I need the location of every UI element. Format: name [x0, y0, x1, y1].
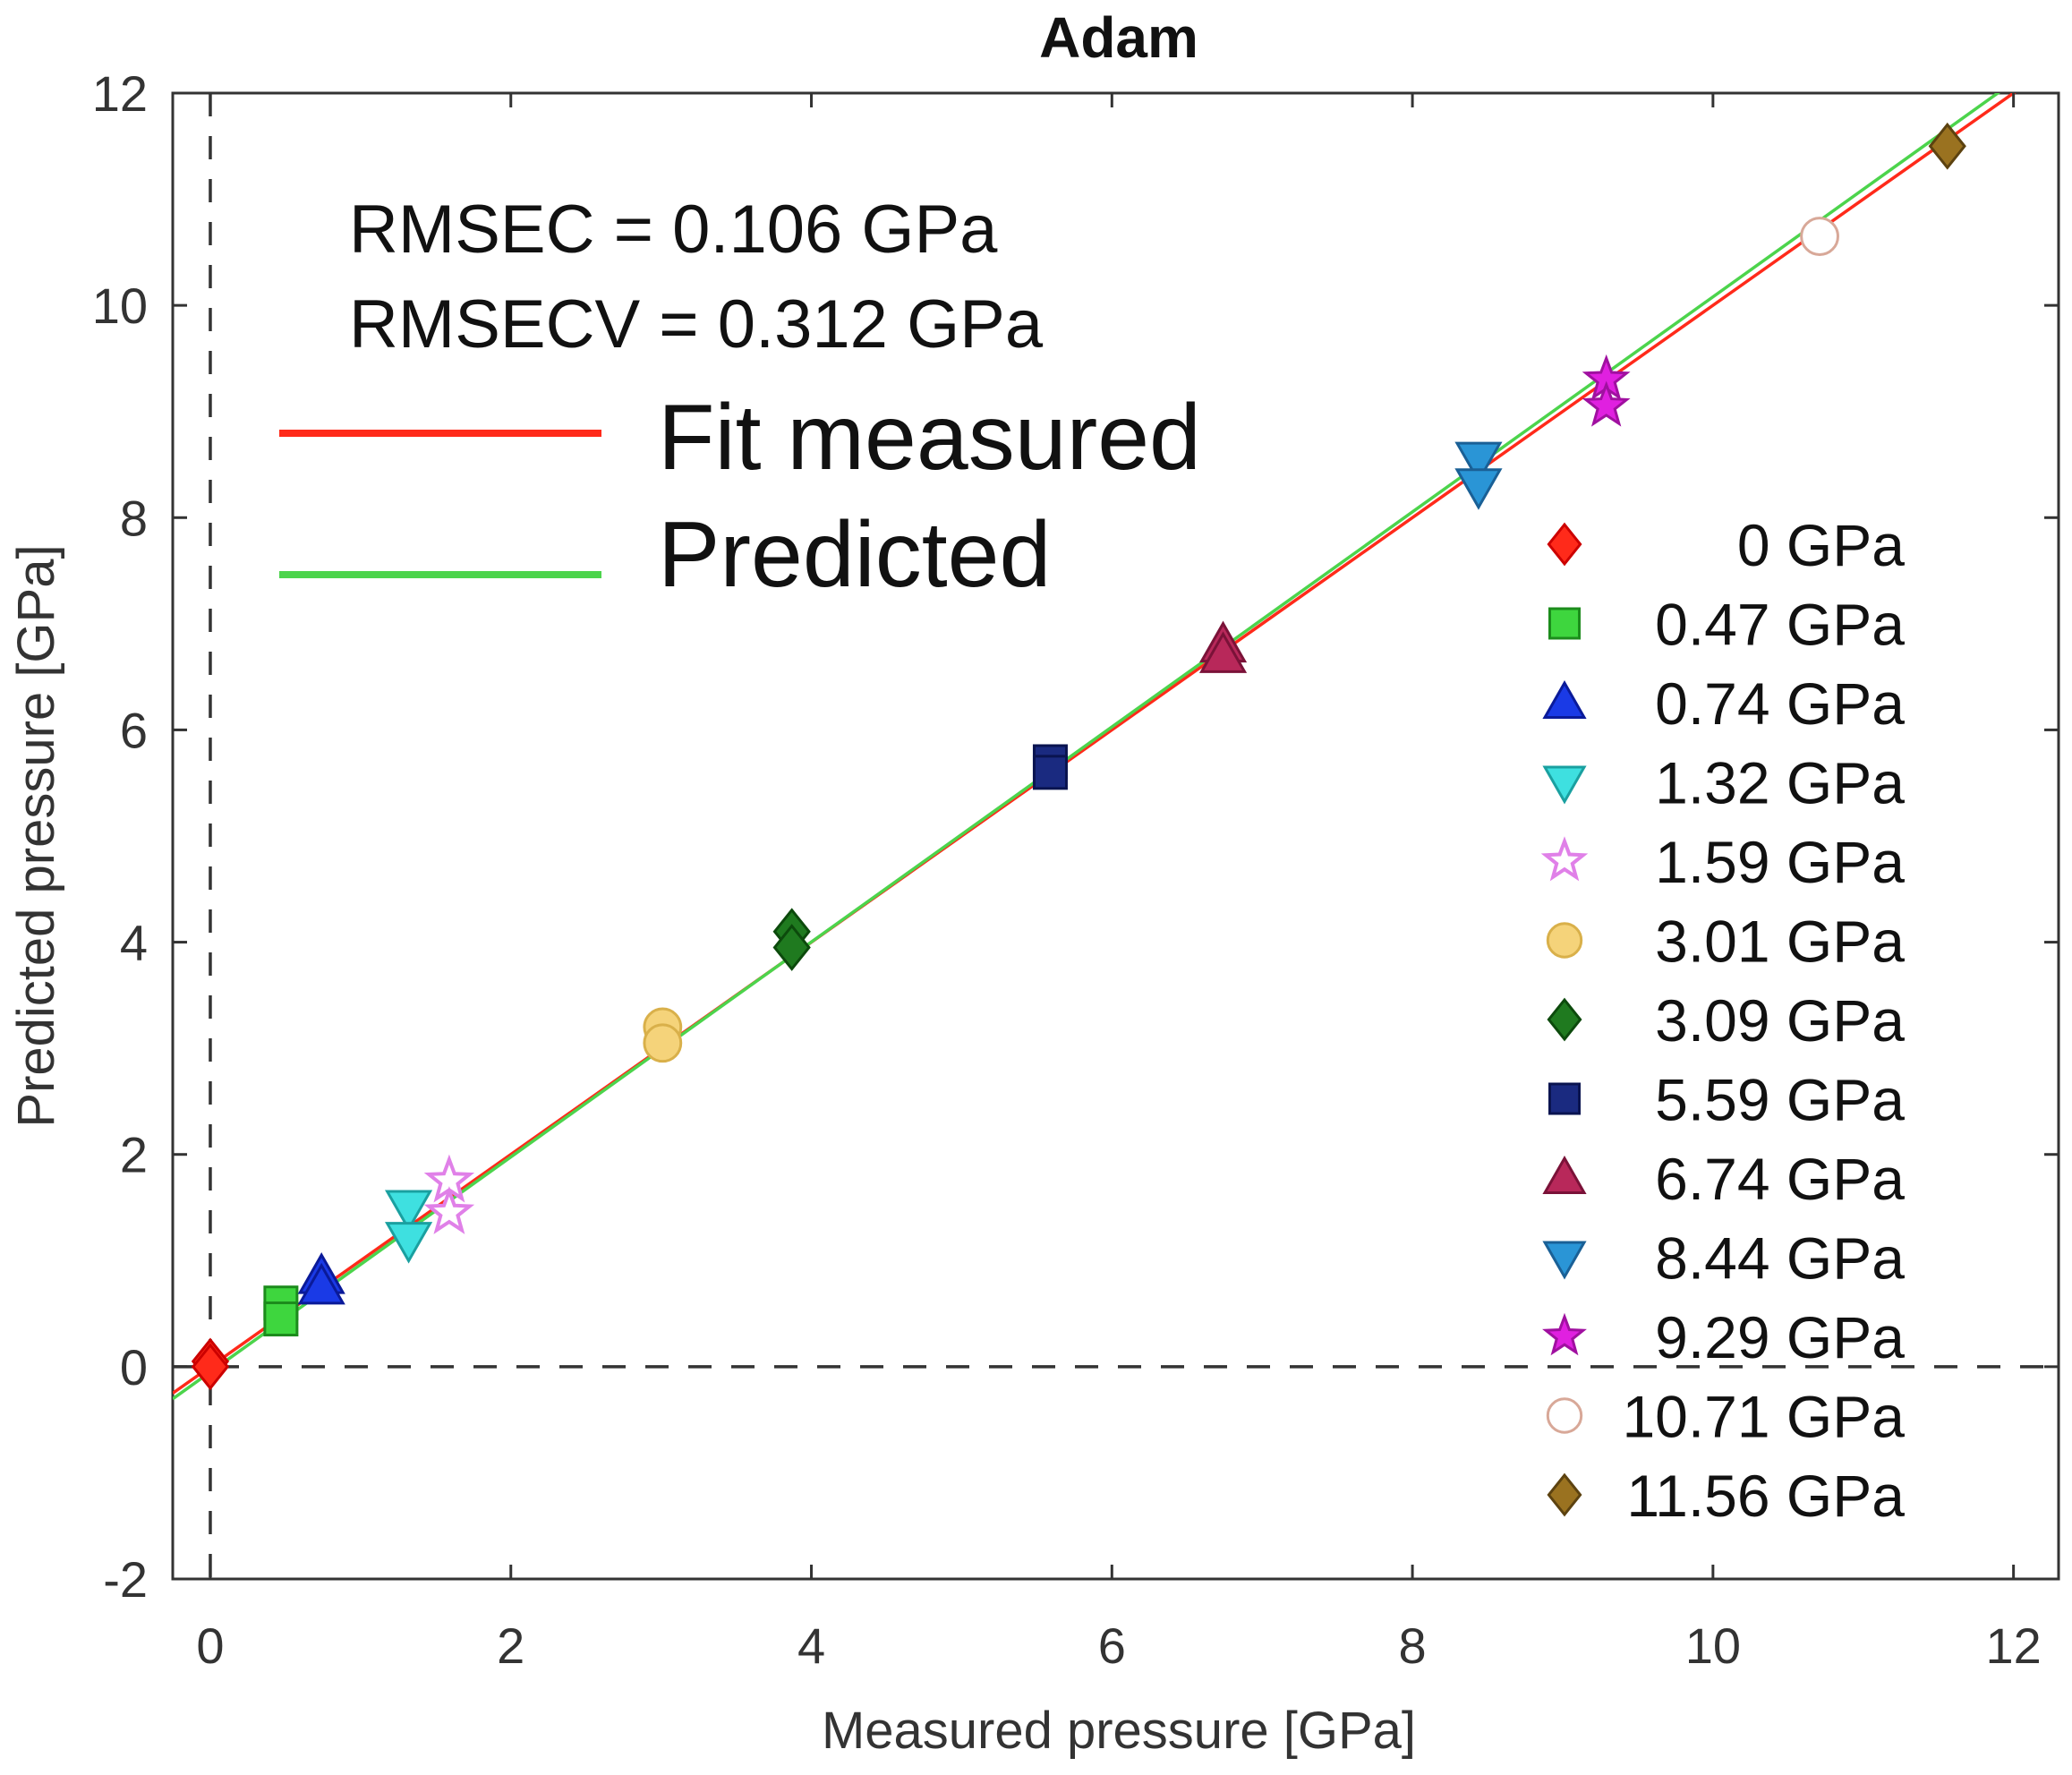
legend-marker-5-59-gpa — [1548, 1082, 1581, 1115]
legend-label-1-32-gpa: 1.32 GPa — [1655, 750, 1905, 816]
chart-title: Adam — [1039, 5, 1198, 70]
legend-label-0-74-gpa: 0.74 GPa — [1655, 670, 1905, 737]
legend-label-3-01-gpa: 3.01 GPa — [1655, 909, 1905, 975]
legend-marker-0-74-gpa — [1542, 679, 1587, 719]
y-tick-label: 2 — [120, 1127, 148, 1183]
predicted-line — [173, 93, 2001, 1401]
legend-marker-11-56-gpa — [1547, 1472, 1582, 1517]
series-0-74-gpa — [297, 1252, 345, 1305]
series-1-32-gpa — [385, 1190, 433, 1264]
data-point-0-47-gpa — [263, 1301, 299, 1336]
series-9-29-gpa — [1582, 354, 1631, 427]
data-point-3-01-gpa — [643, 1023, 683, 1063]
fit-measured-line — [173, 93, 2017, 1395]
data-point-0-gpa — [191, 1343, 230, 1391]
rmsec-stat: RMSEC = 0.106 GPa — [349, 192, 998, 268]
y-tick-label: 8 — [120, 490, 148, 546]
data-point-8-44-gpa — [1454, 441, 1503, 484]
x-axis-label: Measured pressure [GPa] — [822, 1702, 1416, 1760]
x-tick-label: 6 — [1098, 1617, 1126, 1674]
legend-label-1-59-gpa: 1.59 GPa — [1655, 829, 1905, 895]
series-6-74-gpa — [1198, 620, 1248, 673]
series-11-56-gpa — [1928, 122, 1966, 170]
data-point-1-32-gpa — [385, 1222, 433, 1264]
data-point-9-29-gpa — [1582, 380, 1631, 427]
legend-marker-10-71-gpa — [1546, 1397, 1583, 1434]
legend-label-6-74-gpa: 6.74 GPa — [1655, 1146, 1905, 1212]
series-0-gpa — [191, 1337, 230, 1391]
predicted-legend-label: Predicted — [658, 503, 1051, 607]
legend-marker-3-09-gpa — [1547, 997, 1582, 1042]
legend-label-10-71-gpa: 10.71 GPa — [1622, 1384, 1905, 1450]
legend-marker-1-32-gpa — [1542, 765, 1587, 805]
legend-marker-0-gpa — [1547, 522, 1582, 567]
legend-marker-6-74-gpa — [1542, 1155, 1587, 1194]
y-tick-label: -2 — [103, 1551, 148, 1608]
legend-marker-9-29-gpa — [1542, 1312, 1587, 1356]
data-point-10-71-gpa — [1800, 217, 1839, 256]
data-point-0-74-gpa — [297, 1262, 345, 1305]
y-tick-label: 12 — [92, 65, 148, 122]
y-tick-label: 10 — [92, 277, 148, 334]
legend-marker-3-01-gpa — [1546, 922, 1583, 959]
y-axis-label: Predicted pressure [GPa] — [7, 544, 65, 1127]
y-tick-label: 6 — [120, 702, 148, 758]
series-legend: 0 GPa 0.47 GPa 0.74 GPa 1.32 GPa 1.59 GPa 3.0… — [1540, 512, 1905, 1529]
series-8-44-gpa — [1454, 441, 1503, 510]
data-point-3-09-gpa — [772, 924, 811, 971]
series-10-71-gpa — [1800, 217, 1839, 256]
x-tick-label: 0 — [196, 1617, 224, 1674]
rmsecv-stat: RMSECV = 0.312 GPa — [349, 286, 1044, 363]
x-tick-label: 8 — [1399, 1617, 1427, 1674]
legend-marker-0-47-gpa — [1548, 607, 1581, 640]
series-1-59-gpa — [423, 1154, 475, 1234]
data-point-6-74-gpa — [1198, 631, 1248, 673]
x-tick-label: 12 — [1985, 1617, 2041, 1674]
legend-label-11-56-gpa: 11.56 GPa — [1626, 1463, 1905, 1529]
series-5-59-gpa — [1032, 744, 1068, 790]
legend-label-0-47-gpa: 0.47 GPa — [1655, 592, 1905, 658]
y-tick-label: 4 — [120, 915, 148, 971]
x-tick-label: 2 — [497, 1617, 524, 1674]
data-point-5-59-gpa — [1032, 755, 1068, 790]
plot-area — [171, 91, 2060, 1581]
line-legend: Fit measured Predicted — [279, 386, 1201, 607]
x-tick-label: 10 — [1685, 1617, 1741, 1674]
data-point-1-59-gpa — [423, 1186, 475, 1234]
x-tick-label: 4 — [797, 1617, 825, 1674]
series-0-47-gpa — [263, 1285, 299, 1336]
data-point-11-56-gpa — [1928, 122, 1966, 170]
fit-measured-legend-label: Fit measured — [658, 386, 1201, 490]
legend-label-9-29-gpa: 9.29 GPa — [1655, 1304, 1905, 1370]
y-tick-label: 0 — [120, 1339, 148, 1395]
legend-label-8-44-gpa: 8.44 GPa — [1655, 1225, 1905, 1292]
legend-label-3-09-gpa: 3.09 GPa — [1655, 987, 1905, 1054]
legend-label-5-59-gpa: 5.59 GPa — [1655, 1067, 1905, 1133]
data-point-1-32-gpa — [385, 1190, 433, 1233]
legend-label-0-gpa: 0 GPa — [1737, 512, 1905, 578]
plot-frame — [171, 91, 2060, 1581]
series-3-01-gpa — [643, 1007, 683, 1063]
legend-marker-1-59-gpa — [1540, 836, 1589, 882]
data-point-8-44-gpa — [1454, 468, 1503, 510]
series-3-09-gpa — [772, 908, 811, 971]
legend-marker-8-44-gpa — [1542, 1241, 1587, 1280]
